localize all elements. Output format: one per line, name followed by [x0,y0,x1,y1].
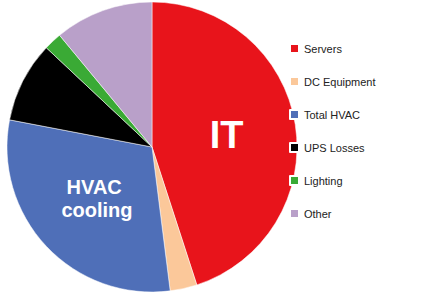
svg-text:cooling: cooling [61,199,132,221]
svg-text:UPS Losses: UPS Losses [304,142,365,154]
svg-text:HVAC: HVAC [67,176,128,198]
svg-text:Other: Other [304,208,332,220]
svg-text:DC Equipment: DC Equipment [304,76,376,88]
svg-text:IT: IT [210,114,244,156]
svg-text:Total HVAC: Total HVAC [304,109,360,121]
svg-text:Lighting: Lighting [304,175,343,187]
svg-text:Servers: Servers [304,43,342,55]
